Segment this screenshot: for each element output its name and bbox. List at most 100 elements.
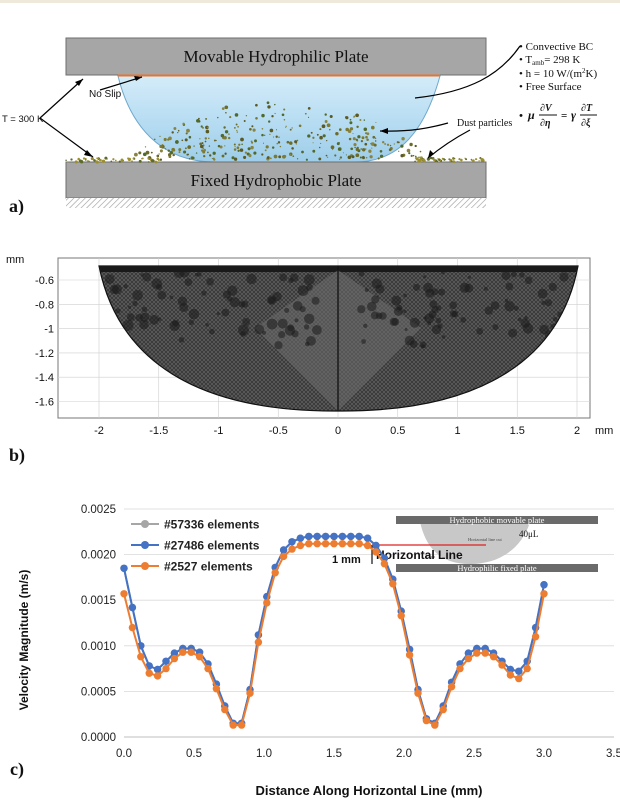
dust-particle [448,158,450,160]
dust-particle [223,126,226,129]
dust-particle [274,112,276,115]
marangoni-equation: • μ ∂V ∂η = γ ∂T ∂ξ [519,103,597,129]
data-point [128,603,137,612]
dust-particle [377,157,380,160]
mesh-cluster [357,305,366,314]
dust-particle [386,143,390,146]
dust-particle [65,159,67,162]
dust-particle [178,151,181,154]
mesh-cluster [112,284,122,295]
dust-particle [340,147,342,149]
dust-particle [127,157,132,162]
mesh-cluster [541,300,546,305]
dust-particle [171,131,174,134]
data-point [288,538,296,546]
dust-particle [198,117,200,120]
dust-particle [319,128,322,131]
mesh-cluster [435,317,442,324]
chart-x-tick: 2.5 [466,748,482,760]
data-point [162,657,170,665]
mesh-cluster [423,316,427,320]
data-point [431,721,439,729]
mesh-cluster [429,300,438,308]
mesh-cluster [178,337,185,343]
mesh-cluster [267,295,277,305]
dust-particle [452,160,456,164]
dust-particle [375,140,377,142]
dust-particle [202,150,206,154]
bc-h-sup: 2 [582,67,586,75]
mesh-cluster [104,274,115,284]
dust-particle [451,160,453,162]
panel-b-label: b) [9,445,25,465]
dust-particle [364,142,368,146]
dust-particle [370,142,375,146]
dust-particle [398,150,400,152]
mesh-cluster [449,301,458,310]
data-point [439,705,447,714]
dust-particle [361,136,365,140]
dust-particle [191,156,195,160]
mesh-cluster [304,313,315,324]
data-point [279,546,288,554]
data-point [313,540,321,548]
dust-particle [159,149,163,153]
mesh-cluster [291,330,299,338]
mesh-cluster [370,311,379,320]
dust-particle [74,160,78,164]
dust-particle [291,147,294,150]
dust-particle [82,157,86,160]
eq-dxi: ∂ξ [581,118,591,129]
mesh-cluster [122,320,134,331]
dust-particle [351,155,355,159]
dust-particle [352,133,354,135]
dust-particle [212,151,216,155]
mesh-cluster [363,323,368,328]
dust-particle [239,148,244,152]
mesh-cluster [423,282,433,293]
mesh-y-tick: -0.8 [35,299,54,311]
dust-particle [181,139,184,142]
dust-particle [236,114,238,116]
dust-particle [388,148,392,152]
mesh-cluster [201,290,207,296]
dust-particle [241,143,243,146]
dust-particle [359,156,362,159]
dust-particle [164,148,167,150]
data-point [422,716,431,725]
dust-particle [182,122,185,126]
data-point [405,651,414,659]
data-point [363,541,372,550]
dust-particle [312,149,316,153]
dust-particle [365,135,368,139]
dust-particle [322,134,326,138]
dust-particle [307,134,311,138]
mesh-cluster [522,323,534,334]
dust-particle [275,129,278,131]
dust-particle [479,157,481,159]
dust-particle [304,112,307,115]
mesh-cluster [379,312,387,320]
data-point [162,664,170,673]
mesh-cluster [209,328,215,335]
mesh-cluster [467,275,471,279]
mesh-cluster [206,278,214,286]
dust-particle [478,160,480,162]
mesh-cluster [371,295,380,304]
mesh-cluster [229,297,240,308]
dust-particle [292,155,295,158]
mesh-cluster [188,308,200,320]
dust-particle [90,157,94,161]
dust-particle [224,130,229,134]
mesh-cluster [519,272,525,278]
mesh-cluster [367,301,377,312]
data-point [414,689,422,697]
mesh-cluster [306,284,313,291]
dust-particle [265,145,269,149]
dust-particle [339,156,343,159]
svg-text:• h = 10 W/(m2K): • h = 10 W/(m2K) [519,67,597,80]
dust-particle [278,136,280,139]
chart-legend: #57336 elements #27486 elements #2527 elem… [131,518,260,574]
annot-1mm: 1 mm [332,554,361,566]
data-point [464,654,473,663]
